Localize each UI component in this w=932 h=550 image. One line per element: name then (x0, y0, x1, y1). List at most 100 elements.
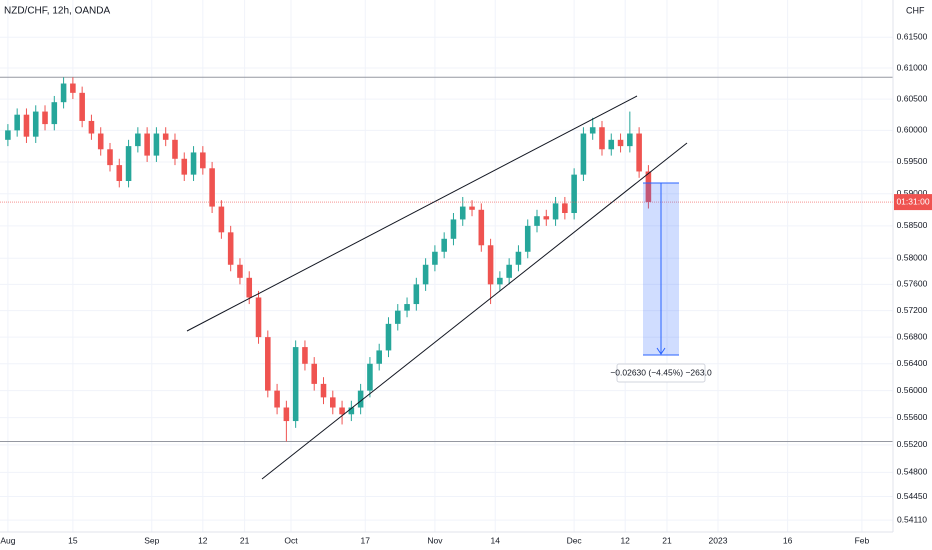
x-tick-label: 17 (361, 535, 371, 545)
candle-body (237, 264, 243, 278)
candle-body (42, 111, 48, 125)
candle-body (487, 245, 494, 285)
candle-body (153, 133, 160, 156)
candle-body (88, 120, 95, 134)
candle-body (181, 158, 188, 175)
candle-body (70, 83, 76, 93)
candle-body (320, 383, 327, 398)
candle-body (506, 264, 512, 278)
candle-body (209, 168, 215, 207)
candle-body (524, 225, 531, 252)
candle-body (302, 347, 308, 364)
candle-body (367, 363, 373, 391)
candle-body (599, 127, 605, 150)
candle-body (357, 390, 364, 408)
y-tick-label: 0.55600 (897, 412, 928, 422)
candle-body (394, 310, 401, 324)
currency-label: CHF (906, 5, 925, 15)
x-tick-label: Aug (0, 535, 15, 545)
candle-body (190, 152, 197, 175)
candle-body (292, 347, 299, 422)
chart-title: NZD/CHF, 12h, OANDA (4, 6, 110, 17)
candle-body (534, 216, 540, 226)
x-tick-label: Feb (855, 535, 870, 545)
candle-body (255, 297, 262, 338)
candle-body (330, 397, 336, 408)
candle-body (478, 209, 485, 246)
y-tick-label: 0.54450 (897, 491, 928, 501)
x-tick-label: Dec (567, 535, 583, 545)
plot (0, 76, 893, 442)
candle-body (497, 277, 503, 285)
x-tick-label: 21 (662, 535, 672, 545)
candle-body (172, 139, 178, 159)
x-tick-label: 14 (491, 535, 501, 545)
candle-body (339, 407, 345, 415)
candle-body (422, 264, 429, 285)
y-tick-label: 0.61000 (897, 62, 928, 72)
y-tick-label: 0.58500 (897, 220, 928, 230)
y-tick-label: 0.57600 (897, 279, 928, 289)
candle-body (5, 130, 11, 140)
candle-body (589, 127, 596, 134)
candle-body (348, 407, 355, 415)
y-tick-label: 0.55200 (897, 439, 928, 449)
candle-body (617, 139, 624, 147)
y-tick-label: 0.54110 (897, 514, 927, 524)
y-tick-label: 0.60000 (897, 125, 928, 135)
candle-body (608, 139, 615, 150)
x-tick-label: Sep (144, 535, 159, 545)
candle-body (246, 277, 253, 298)
candle-body (60, 83, 67, 103)
y-tick-label: 0.54800 (897, 467, 928, 477)
candle-body (116, 165, 123, 182)
candle-body (14, 114, 20, 131)
y-tick-label: 0.58000 (897, 253, 928, 263)
x-tick-label: 15 (68, 535, 78, 545)
x-tick-label: Nov (427, 535, 443, 545)
x-tick-label: 16 (783, 535, 793, 545)
y-tick-label: 0.56400 (897, 358, 928, 368)
y-tick-label: 0.61500 (897, 31, 928, 41)
candle-body (515, 251, 522, 265)
x-tick-label: Oct (284, 535, 298, 545)
countdown-box (894, 194, 932, 211)
candle-body (200, 152, 206, 169)
y-tick-label: 0.56000 (897, 385, 928, 395)
countdown: 01:31:00 (896, 196, 929, 206)
axes: 0.61500 0.61000 0.60500 0.60000 0.59500 0.590… (0, 31, 932, 545)
candle-body (385, 323, 392, 351)
x-tick-label: 12 (198, 535, 208, 545)
measure-label: −0.02630 (−4.45%) −263.0 (610, 367, 712, 377)
candle-body (311, 363, 318, 384)
x-tick-label: 2023 (709, 535, 728, 545)
candle-body (441, 238, 447, 252)
candle-body (562, 203, 568, 214)
candle-body (283, 407, 290, 422)
y-tick-label: 0.60500 (897, 93, 928, 103)
candle-body (376, 350, 382, 364)
y-tick-label: 0.57200 (897, 305, 928, 315)
candle-body (469, 206, 475, 210)
trend-line (261, 142, 688, 480)
candle-body (162, 133, 169, 140)
measure-arrowhead (656, 347, 666, 355)
y-tick-label: 0.56800 (897, 331, 928, 341)
candle-body (107, 149, 113, 166)
candle-body (636, 133, 642, 172)
candle-body (543, 216, 550, 220)
y-tick-label: 0.59500 (897, 156, 928, 166)
trend-line (186, 95, 638, 332)
candle-body (218, 206, 225, 233)
candle-body (627, 133, 633, 147)
candle-body (51, 102, 58, 125)
candle-body (552, 203, 559, 220)
candle-body (265, 337, 271, 391)
candle-body (135, 133, 141, 147)
x-tick-label: 21 (240, 535, 250, 545)
candle-body (645, 171, 652, 203)
candle-body (459, 206, 466, 220)
candle-body (23, 114, 30, 137)
candle-body (227, 232, 234, 265)
